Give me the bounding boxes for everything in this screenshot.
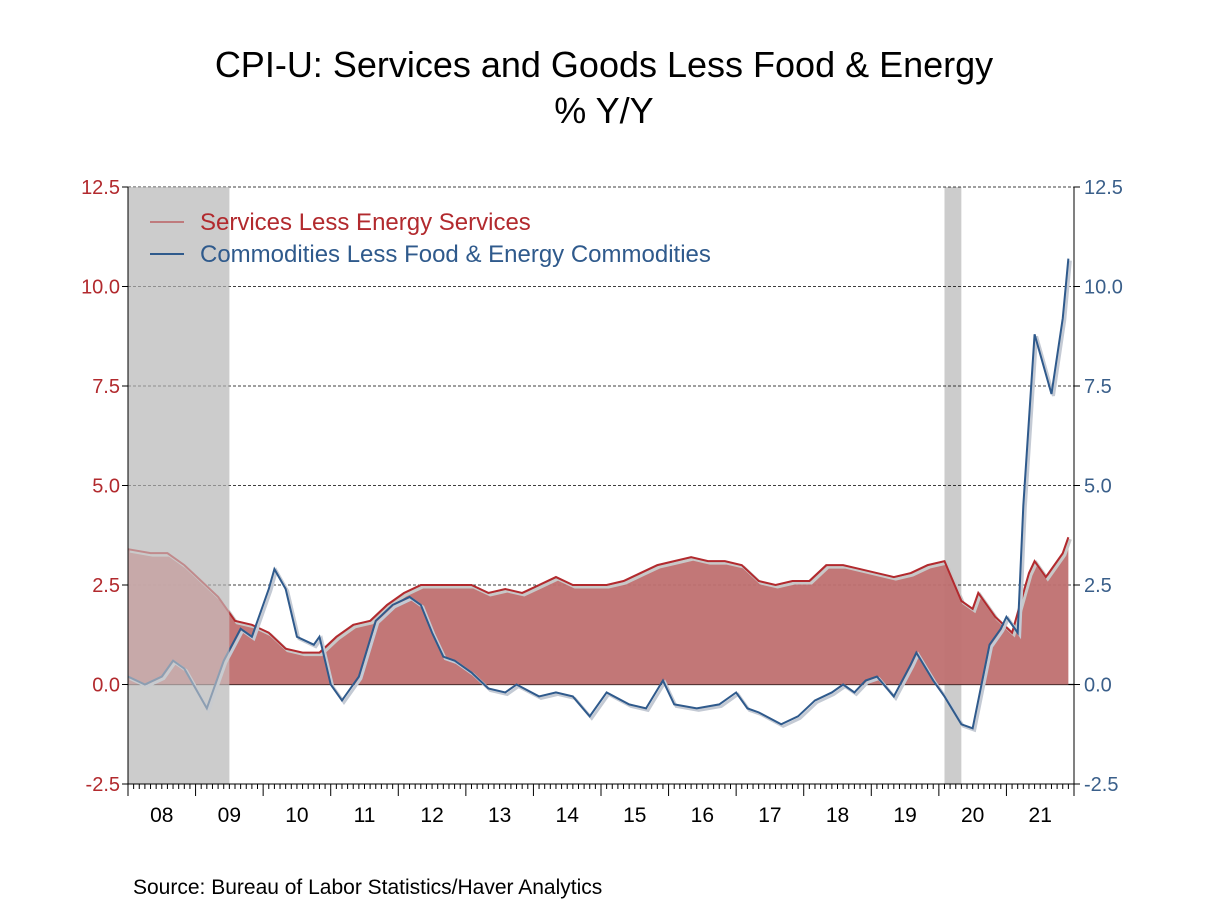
- right-tick-label: 5.0: [1084, 476, 1112, 498]
- right-tick-label: 0.0: [1084, 675, 1112, 697]
- x-tick-label: 20: [961, 804, 984, 827]
- x-tick-label: 08: [150, 804, 173, 827]
- left-tick-label: 7.5: [92, 376, 120, 398]
- left-tick-label: 12.5: [81, 177, 120, 199]
- x-tick-label: 18: [826, 804, 849, 827]
- left-tick-label: -2.5: [86, 774, 120, 796]
- chart-subtitle: % Y/Y: [554, 90, 654, 131]
- x-tick-label: 21: [1029, 804, 1052, 827]
- left-tick-label: 10.0: [81, 277, 120, 299]
- right-tick-label: -2.5: [1084, 774, 1118, 796]
- services-area: [128, 537, 1069, 685]
- left-tick-label: 0.0: [92, 675, 120, 697]
- services-shadow: [129, 538, 1072, 657]
- x-tick-label: 17: [758, 804, 781, 827]
- x-tick-label: 16: [691, 804, 714, 827]
- x-tick-label: 10: [285, 804, 308, 827]
- legend-label-commodities: Commodities Less Food & Energy Commoditi…: [200, 241, 711, 268]
- right-tick-label: 2.5: [1084, 575, 1112, 597]
- x-tick-label: 15: [623, 804, 646, 827]
- right-tick-label: 10.0: [1084, 277, 1123, 299]
- left-tick-label: 5.0: [92, 476, 120, 498]
- x-tick-label: 19: [893, 804, 916, 827]
- x-tick-label: 13: [488, 804, 511, 827]
- x-tick-label: 11: [354, 804, 376, 827]
- x-tick-label: 14: [556, 804, 580, 827]
- legend-label-services: Services Less Energy Services: [200, 209, 531, 236]
- right-tick-label: 7.5: [1084, 376, 1112, 398]
- x-tick-label: 09: [218, 804, 241, 827]
- services-line: [127, 536, 1070, 654]
- left-tick-label: 2.5: [92, 575, 120, 597]
- source-note: Source: Bureau of Labor Statistics/Haver…: [133, 876, 603, 899]
- x-tick-label: 12: [420, 804, 443, 827]
- chart-title: CPI-U: Services and Goods Less Food & En…: [214, 44, 994, 85]
- right-tick-label: 12.5: [1084, 177, 1123, 199]
- recession-overlay: [128, 187, 230, 784]
- commodities-line: [127, 258, 1070, 730]
